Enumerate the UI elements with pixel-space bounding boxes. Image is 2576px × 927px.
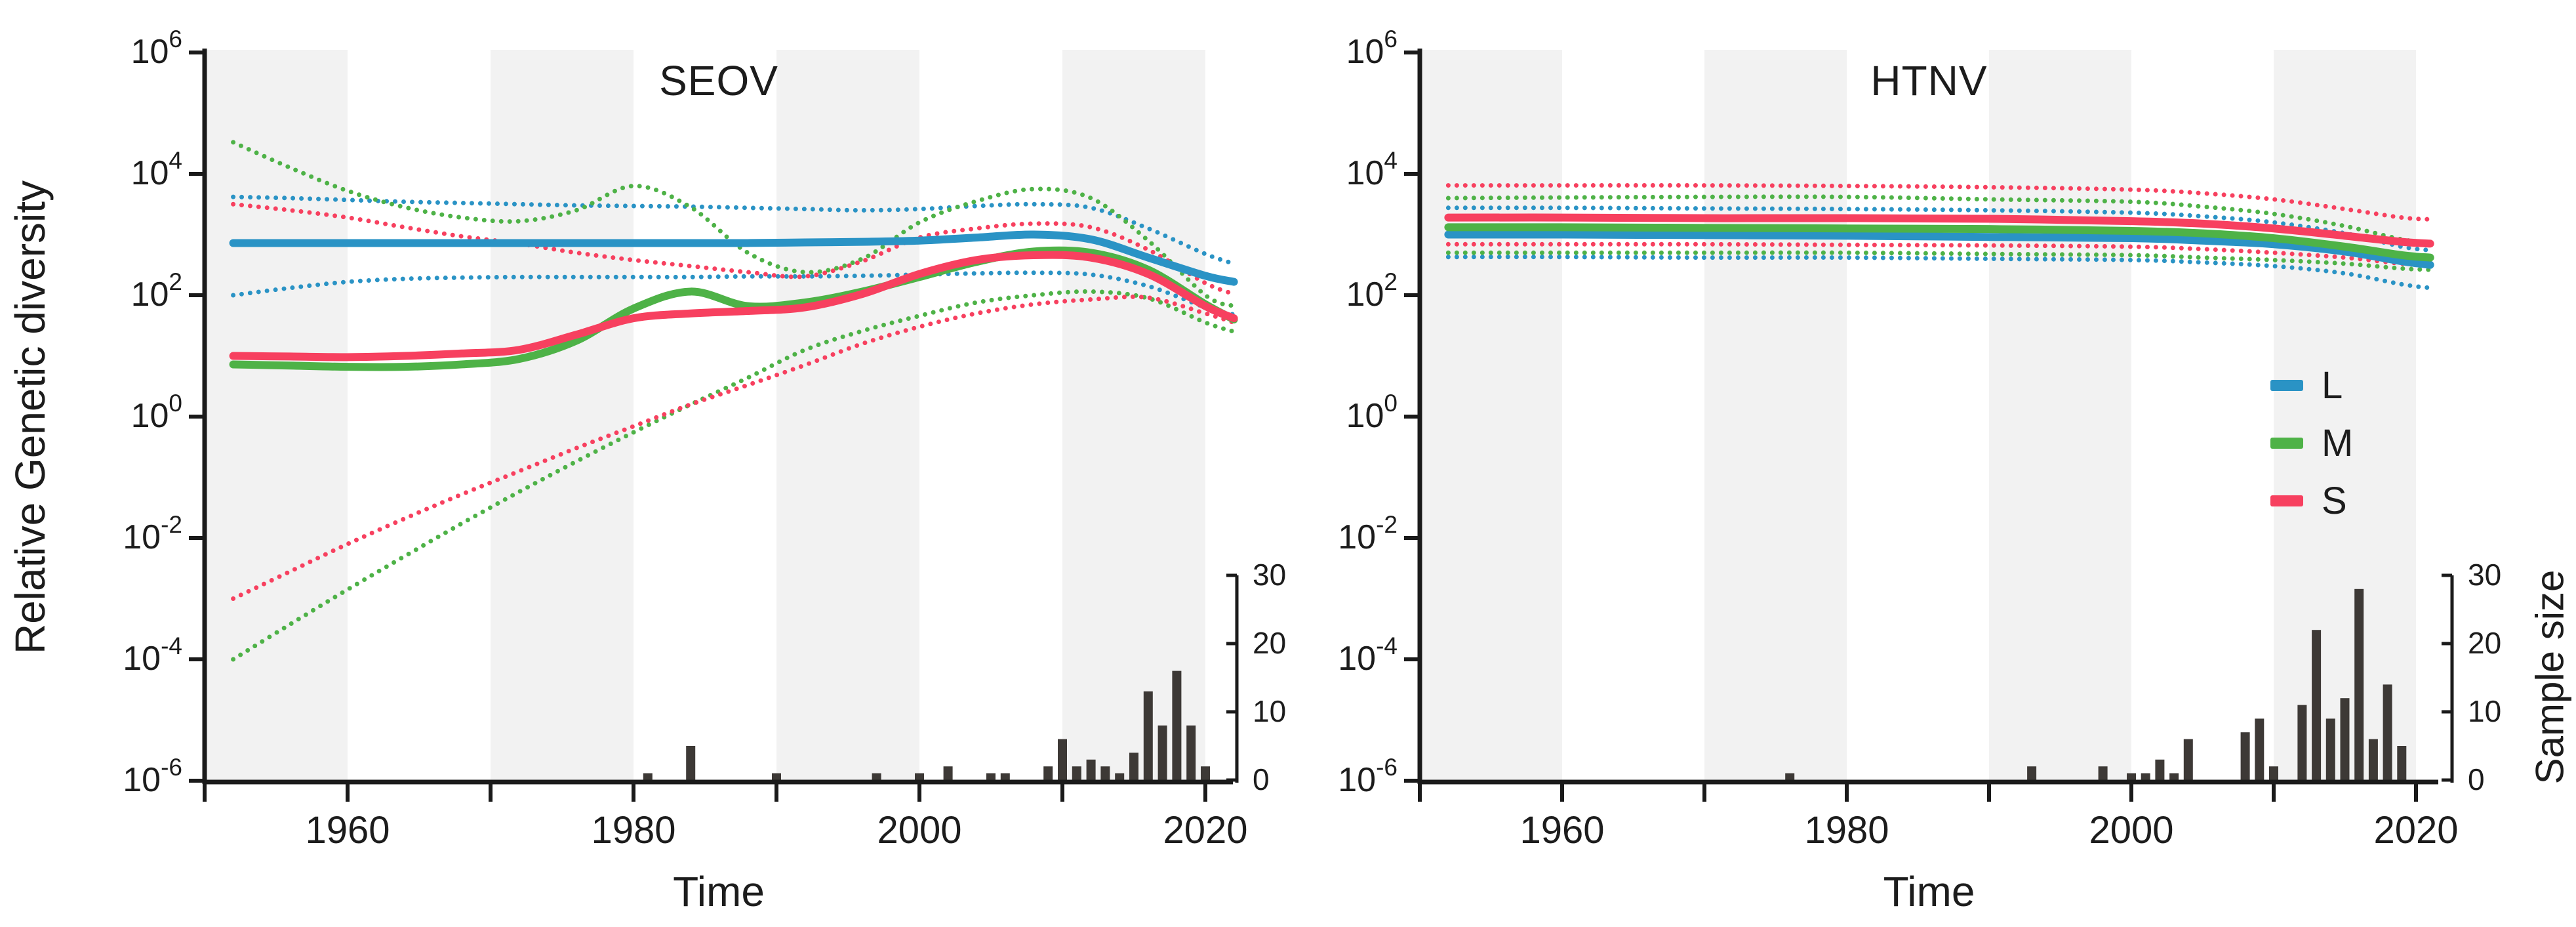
- svg-text:1960: 1960: [305, 809, 390, 852]
- svg-text:106: 106: [1346, 26, 1398, 71]
- svg-text:104: 104: [1346, 147, 1398, 192]
- svg-text:2020: 2020: [1163, 809, 1247, 852]
- svg-text:100: 100: [1346, 390, 1398, 435]
- svg-text:10-6: 10-6: [1338, 754, 1398, 799]
- svg-text:10-2: 10-2: [123, 511, 182, 556]
- legend-item-L: L: [2270, 363, 2353, 407]
- svg-text:2000: 2000: [877, 809, 961, 852]
- legend-swatch-L-icon: [2270, 379, 2303, 391]
- svg-text:20: 20: [2468, 626, 2501, 660]
- svg-text:102: 102: [1346, 268, 1398, 314]
- legend-label-M: M: [2322, 421, 2354, 464]
- legend-label-S: S: [2322, 479, 2347, 522]
- svg-text:10-4: 10-4: [123, 632, 182, 678]
- legend-swatch-S-icon: [2270, 495, 2303, 506]
- x-axis-label-htnv: Time: [1883, 868, 1975, 915]
- legend-swatch-M-icon: [2270, 437, 2303, 449]
- legend-label-L: L: [2322, 363, 2343, 407]
- svg-text:102: 102: [131, 268, 182, 314]
- sample-size-axis-label: Sample size: [2527, 569, 2572, 785]
- svg-text:10-4: 10-4: [1338, 632, 1398, 678]
- x-axis-label-seov: Time: [673, 868, 765, 915]
- svg-text:2000: 2000: [2089, 809, 2173, 852]
- y-axis-label: Relative Genetic diversity: [7, 180, 54, 655]
- svg-text:20: 20: [1253, 626, 1286, 660]
- legend: L M S: [2270, 363, 2354, 538]
- svg-text:106: 106: [131, 26, 182, 71]
- svg-text:10: 10: [1253, 694, 1286, 728]
- svg-text:30: 30: [2468, 558, 2501, 592]
- svg-text:100: 100: [131, 390, 182, 435]
- panel-title-htnv: HTNV: [1870, 57, 1988, 104]
- svg-text:0: 0: [1253, 762, 1270, 796]
- svg-text:30: 30: [1253, 558, 1286, 592]
- svg-text:2020: 2020: [2373, 809, 2458, 852]
- panel-title-seov: SEOV: [659, 57, 778, 104]
- legend-item-M: M: [2270, 421, 2354, 464]
- svg-text:10-6: 10-6: [123, 754, 182, 799]
- svg-text:10: 10: [2468, 694, 2501, 728]
- svg-text:104: 104: [131, 147, 182, 192]
- svg-text:1960: 1960: [1519, 809, 1604, 852]
- legend-item-S: S: [2270, 479, 2353, 522]
- svg-text:10-2: 10-2: [1338, 511, 1398, 556]
- svg-text:1980: 1980: [591, 809, 675, 852]
- svg-text:1980: 1980: [1804, 809, 1889, 852]
- svg-text:0: 0: [2468, 762, 2485, 796]
